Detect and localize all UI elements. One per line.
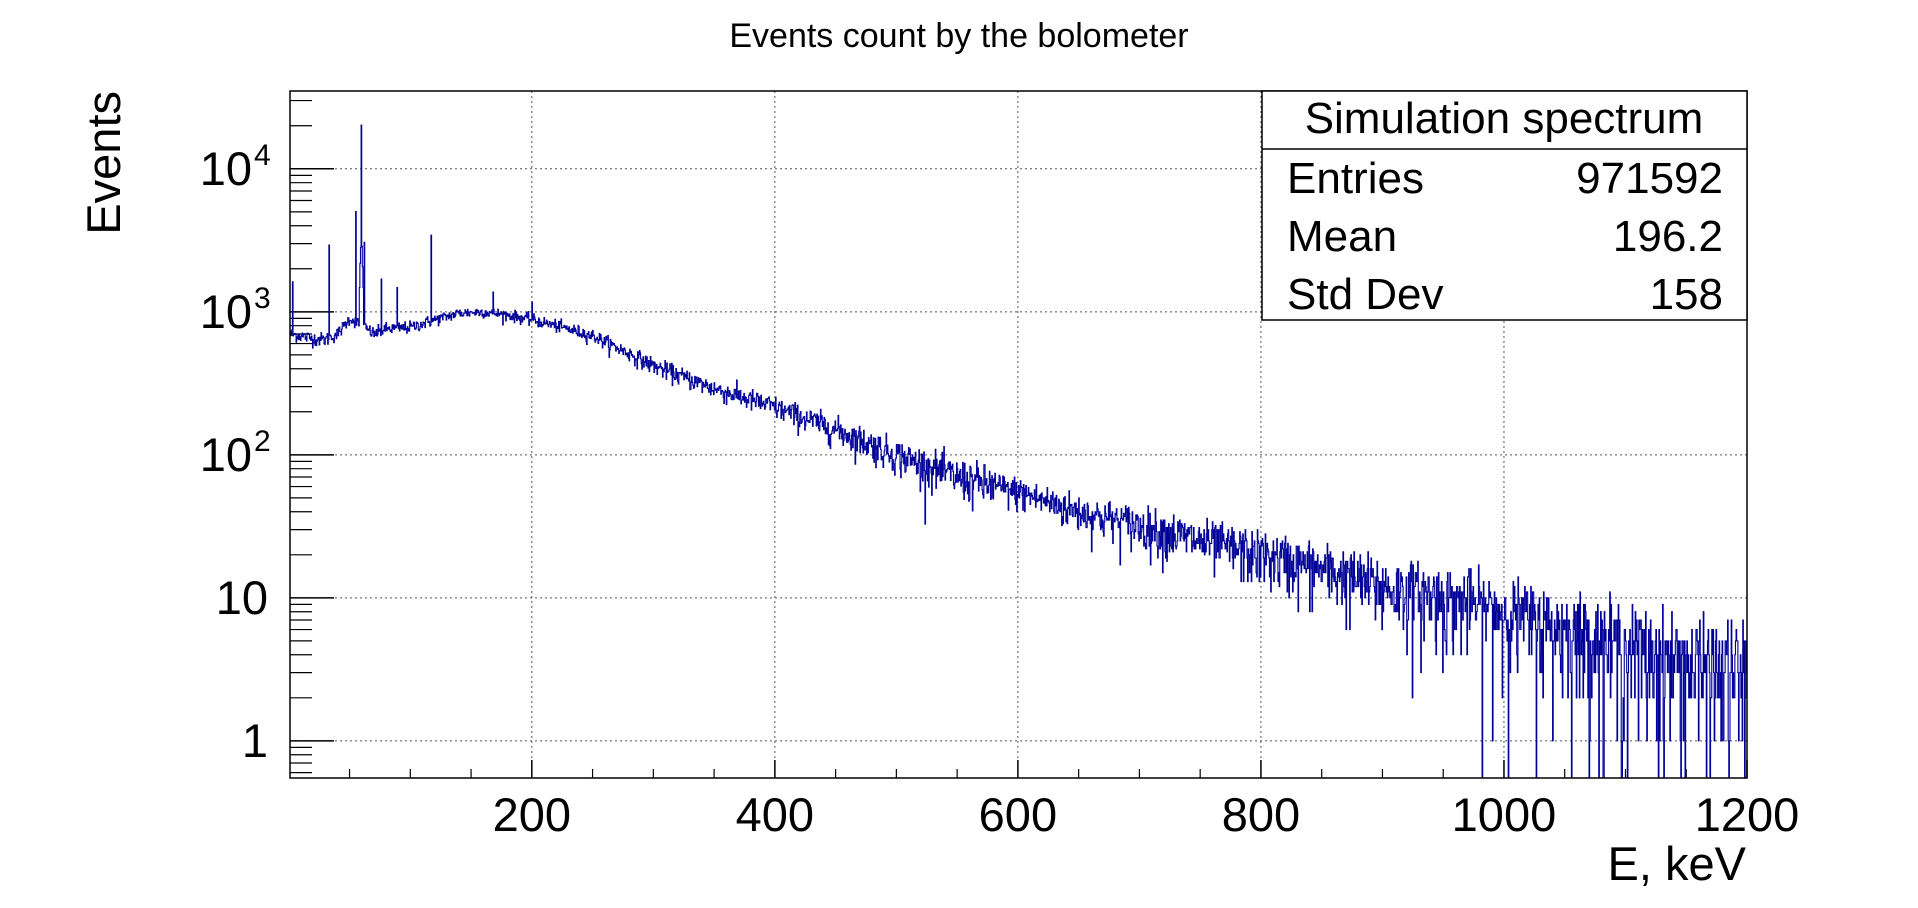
stats-value-mean: 196.2 <box>1613 212 1723 261</box>
y-tick-exponent: 3 <box>254 282 271 315</box>
x-tick-label: 1200 <box>1695 788 1800 841</box>
x-tick-labels: 200 400 600 800 1000 1200 <box>493 788 1800 841</box>
x-tick-label: 800 <box>1222 788 1300 841</box>
stats-legend: Simulation spectrum Entries 971592 Mean … <box>1261 90 1748 321</box>
axis-ticks <box>290 99 1748 778</box>
y-tick-label: 10 <box>200 142 252 195</box>
stats-value-stddev: 158 <box>1650 270 1723 319</box>
y-tick-exponent: 4 <box>254 139 271 172</box>
stats-label-entries: Entries <box>1287 154 1424 203</box>
spectrum-histogram-line <box>290 124 1747 779</box>
x-tick-label: 200 <box>493 788 571 841</box>
y-axis-label: Events <box>77 91 130 235</box>
x-axis-label: E, keV <box>1608 837 1747 890</box>
spectrum-series <box>290 124 1747 779</box>
y-tick-label: 10 <box>200 285 252 338</box>
plot-frame <box>289 90 1748 779</box>
chart-title: Events count by the bolometer <box>729 17 1188 55</box>
x-tick-label: 1000 <box>1452 788 1557 841</box>
stats-value-entries: 971592 <box>1576 154 1723 203</box>
stats-box-frame <box>1261 90 1748 321</box>
x-tick-label: 600 <box>979 788 1057 841</box>
y-tick-label: 1 <box>242 714 268 767</box>
y-tick-label: 10 <box>200 428 252 481</box>
x-tick-label: 400 <box>736 788 814 841</box>
y-tick-exponent: 2 <box>254 425 271 458</box>
y-tick-label: 10 <box>216 571 268 624</box>
stats-label-mean: Mean <box>1287 212 1397 261</box>
stats-title: Simulation spectrum <box>1305 94 1704 143</box>
stats-label-stddev: Std Dev <box>1287 270 1444 319</box>
